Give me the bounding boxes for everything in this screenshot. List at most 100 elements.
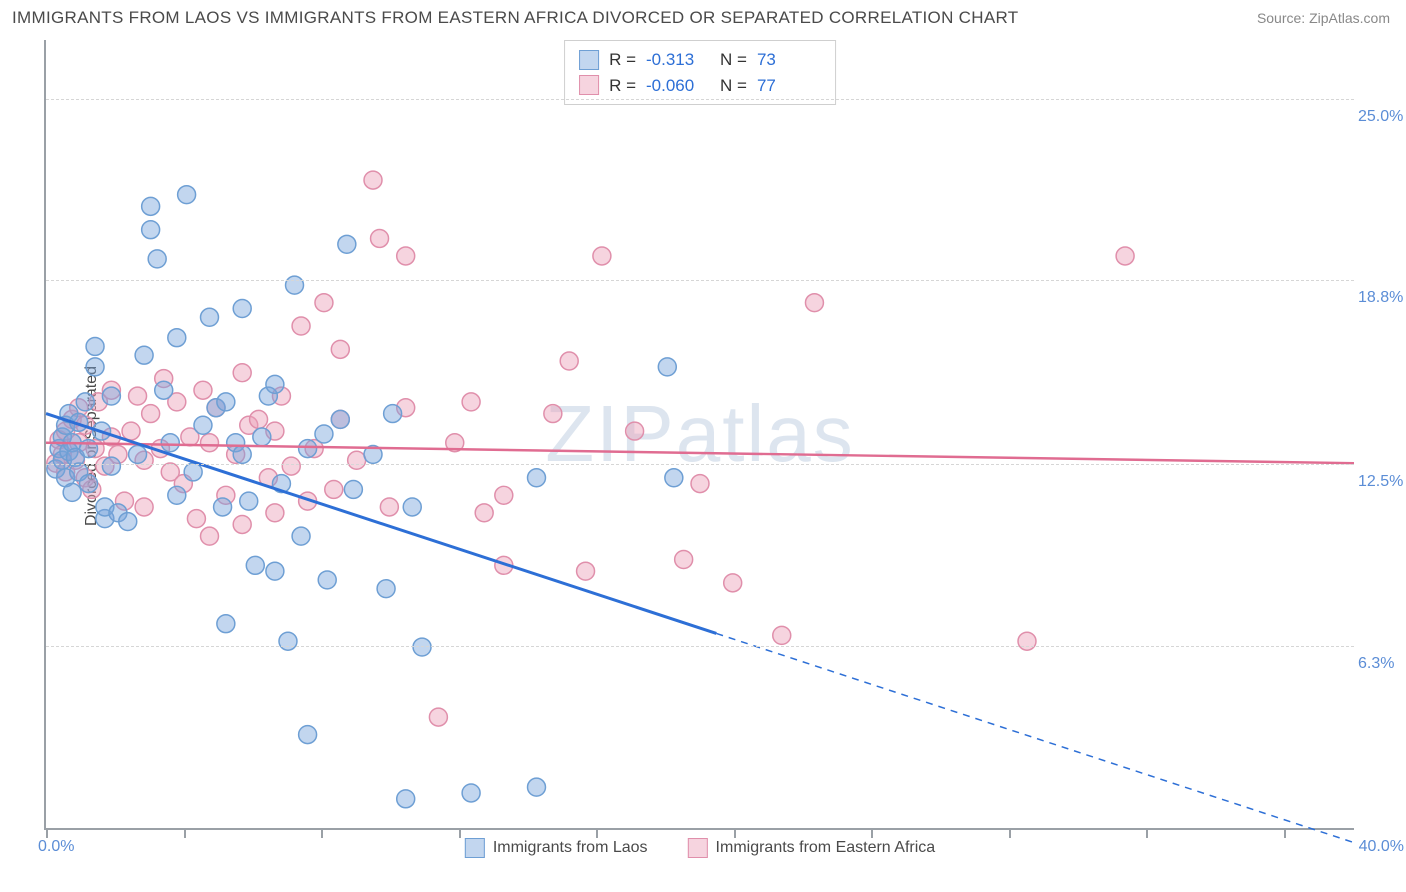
data-point-eafrica	[462, 393, 480, 411]
data-point-laos	[266, 375, 284, 393]
trend-line-laos-extrapolated	[716, 633, 1354, 842]
data-point-laos	[233, 445, 251, 463]
data-point-laos	[217, 393, 235, 411]
data-point-laos	[318, 571, 336, 589]
data-point-eafrica	[397, 247, 415, 265]
data-point-eafrica	[194, 381, 212, 399]
data-point-eafrica	[805, 294, 823, 312]
stat-r-value: -0.313	[646, 47, 710, 73]
data-point-laos	[266, 562, 284, 580]
data-point-laos	[142, 197, 160, 215]
x-tick	[1284, 830, 1286, 838]
data-point-eafrica	[129, 387, 147, 405]
data-point-eafrica	[135, 498, 153, 516]
data-point-eafrica	[122, 422, 140, 440]
data-point-eafrica	[691, 475, 709, 493]
stats-row-eafrica: R =-0.060N =77	[579, 73, 821, 99]
data-point-laos	[119, 513, 137, 531]
data-point-laos	[63, 483, 81, 501]
data-point-laos	[168, 486, 186, 504]
y-tick-label: 18.8%	[1358, 289, 1406, 307]
grid-line	[46, 99, 1354, 100]
stat-n-label: N =	[720, 47, 747, 73]
data-point-eafrica	[266, 504, 284, 522]
data-point-laos	[279, 632, 297, 650]
data-point-laos	[377, 580, 395, 598]
trend-line-laos	[46, 414, 716, 634]
data-point-laos	[86, 358, 104, 376]
x-tick	[734, 830, 736, 838]
legend-swatch	[579, 75, 599, 95]
x-axis-min-label: 0.0%	[38, 838, 74, 856]
y-tick-label: 25.0%	[1358, 108, 1406, 126]
legend-swatch	[465, 838, 485, 858]
data-point-eafrica	[364, 171, 382, 189]
legend-item-laos: Immigrants from Laos	[465, 838, 648, 858]
data-point-laos	[142, 221, 160, 239]
data-point-eafrica	[475, 504, 493, 522]
data-point-laos	[161, 434, 179, 452]
stat-r-label: R =	[609, 47, 636, 73]
data-point-laos	[403, 498, 421, 516]
data-point-laos	[155, 381, 173, 399]
x-tick	[596, 830, 598, 838]
data-point-eafrica	[675, 551, 693, 569]
data-point-eafrica	[380, 498, 398, 516]
grid-line	[46, 646, 1354, 647]
stat-n-value: 77	[757, 73, 821, 99]
data-point-laos	[286, 276, 304, 294]
legend-swatch	[688, 838, 708, 858]
legend-label: Immigrants from Laos	[493, 839, 648, 857]
chart-header: IMMIGRANTS FROM LAOS VS IMMIGRANTS FROM …	[0, 0, 1406, 32]
data-point-eafrica	[233, 364, 251, 382]
data-point-laos	[240, 492, 258, 510]
data-point-laos	[102, 387, 120, 405]
data-point-eafrica	[1018, 632, 1036, 650]
data-point-eafrica	[495, 486, 513, 504]
data-point-laos	[658, 358, 676, 376]
data-point-laos	[528, 778, 546, 796]
data-point-eafrica	[315, 294, 333, 312]
y-tick-label: 6.3%	[1358, 655, 1406, 673]
data-point-laos	[233, 300, 251, 318]
data-point-laos	[528, 469, 546, 487]
data-point-eafrica	[577, 562, 595, 580]
data-point-laos	[194, 416, 212, 434]
data-point-laos	[384, 405, 402, 423]
data-point-laos	[253, 428, 271, 446]
data-point-laos	[397, 790, 415, 808]
grid-line	[46, 280, 1354, 281]
data-point-laos	[168, 329, 186, 347]
data-point-eafrica	[544, 405, 562, 423]
data-point-eafrica	[773, 626, 791, 644]
data-point-laos	[292, 527, 310, 545]
data-point-laos	[331, 410, 349, 428]
data-point-laos	[129, 445, 147, 463]
data-point-eafrica	[371, 229, 389, 247]
stat-n-value: 73	[757, 47, 821, 73]
data-point-eafrica	[201, 527, 219, 545]
stats-row-laos: R = -0.313 N = 73	[579, 47, 821, 73]
data-point-laos	[344, 480, 362, 498]
data-point-eafrica	[325, 480, 343, 498]
data-point-laos	[413, 638, 431, 656]
data-point-laos	[315, 425, 333, 443]
x-tick	[321, 830, 323, 838]
legend-swatch	[579, 50, 599, 70]
data-point-eafrica	[292, 317, 310, 335]
data-point-laos	[201, 308, 219, 326]
data-point-eafrica	[187, 510, 205, 528]
data-point-laos	[214, 498, 232, 516]
data-point-eafrica	[142, 405, 160, 423]
data-point-laos	[462, 784, 480, 802]
correlation-stats-box: R = -0.313 N = 73R =-0.060N =77	[564, 40, 836, 105]
data-point-laos	[338, 235, 356, 253]
data-point-eafrica	[593, 247, 611, 265]
x-tick	[1146, 830, 1148, 838]
data-point-laos	[102, 457, 120, 475]
data-point-eafrica	[724, 574, 742, 592]
x-tick	[46, 830, 48, 838]
data-point-eafrica	[1116, 247, 1134, 265]
grid-line	[46, 464, 1354, 465]
data-point-eafrica	[282, 457, 300, 475]
